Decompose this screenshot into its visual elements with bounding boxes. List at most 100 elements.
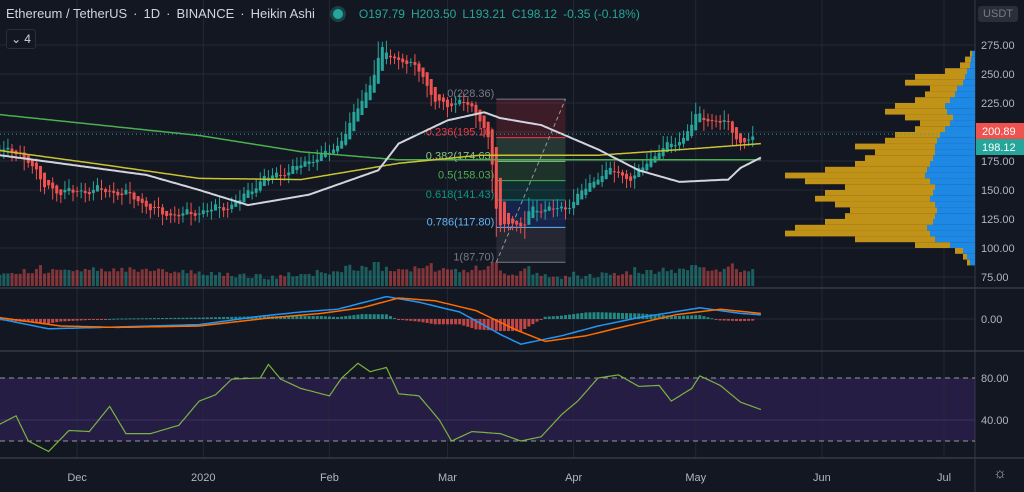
candle-body	[702, 117, 706, 120]
volume-profile-bar-up	[825, 219, 933, 225]
candle-body	[246, 190, 250, 198]
volume-bar	[543, 274, 547, 286]
candle-body	[714, 120, 718, 122]
candle-body	[747, 139, 751, 141]
volume-profile-bar-up	[915, 74, 965, 80]
candle-body	[352, 111, 356, 132]
candle-body	[498, 177, 502, 226]
volume-bar	[169, 273, 173, 286]
candle-body	[482, 115, 486, 129]
candle-body	[734, 127, 738, 140]
macd-histogram-bar	[218, 317, 222, 319]
volume-bar	[649, 269, 653, 286]
time-axis-label: Dec	[67, 472, 87, 484]
volume-bar	[555, 276, 559, 286]
macd-histogram-bar	[380, 314, 384, 319]
volume-bar	[340, 272, 344, 286]
candle-body	[616, 171, 620, 173]
volume-bar	[694, 265, 698, 286]
volume-bar	[372, 262, 376, 286]
volume-bar	[266, 279, 270, 286]
macd-histogram-bar	[482, 319, 486, 330]
macd-histogram-bar	[112, 318, 116, 320]
macd-histogram-bar	[332, 316, 336, 319]
macd-histogram-bar	[205, 317, 209, 319]
macd-histogram-bar	[690, 315, 694, 319]
volume-bar	[393, 271, 397, 286]
volume-bar	[222, 275, 226, 286]
candle-body	[372, 74, 376, 93]
volume-bar	[507, 275, 511, 286]
macd-histogram-bar	[173, 317, 177, 319]
volume-profile-bar-down	[953, 114, 975, 121]
volume-bar	[531, 274, 535, 286]
macd-histogram-bar	[714, 319, 718, 320]
candle-body	[59, 189, 63, 196]
volume-bar	[177, 272, 181, 286]
volume-bar	[665, 271, 669, 286]
macd-histogram-bar	[531, 319, 535, 325]
gear-icon[interactable]: ☼	[993, 465, 1007, 482]
volume-bar	[511, 274, 515, 286]
macd-histogram-bar	[698, 315, 702, 319]
volume-bar	[104, 271, 108, 286]
macd-histogram-bar	[128, 318, 132, 320]
macd-histogram-bar	[559, 315, 563, 319]
macd-histogram-bar	[625, 313, 629, 319]
candle-body	[401, 58, 405, 63]
candle-body	[2, 149, 6, 151]
macd-histogram-bar	[466, 319, 470, 327]
candle-body	[543, 209, 547, 212]
candle-body	[95, 185, 99, 192]
macd-histogram-bar	[165, 317, 169, 319]
macd-histogram-bar	[429, 319, 433, 324]
currency-badge[interactable]: USDT	[978, 6, 1018, 22]
volume-profile-bar-up	[795, 224, 927, 231]
volume-bar	[747, 271, 751, 286]
candle-body	[218, 207, 222, 209]
volume-bar	[677, 268, 681, 286]
candle-body	[148, 203, 152, 211]
volume-bar	[287, 272, 291, 286]
macd-histogram-bar	[686, 315, 690, 319]
candle-body	[486, 121, 490, 138]
macd-histogram-bar	[726, 319, 730, 321]
volume-bar	[315, 269, 319, 286]
macd-histogram-bar	[213, 317, 217, 319]
candle-body	[739, 133, 743, 143]
volume-bar	[230, 276, 234, 286]
volume-bar	[299, 273, 303, 286]
macd-histogram-bar	[340, 316, 344, 319]
volume-bar	[185, 273, 189, 286]
candle-body	[462, 101, 466, 103]
candle-body	[608, 167, 612, 175]
time-axis-label: Apr	[565, 472, 582, 484]
candle-body	[686, 131, 690, 141]
macd-histogram-bar	[295, 315, 299, 319]
candle-body	[209, 209, 213, 212]
symbol-name[interactable]: Ethereum / TetherUS	[6, 6, 128, 21]
macd-histogram-bar	[144, 318, 148, 320]
macd-histogram-bar	[108, 318, 112, 320]
volume-profile-bar-up	[965, 56, 971, 63]
candle-body	[157, 207, 160, 209]
candle-body	[213, 204, 217, 211]
candle-body	[295, 165, 299, 170]
time-axis-label: Feb	[320, 472, 339, 484]
volume-bar	[588, 273, 592, 286]
candle-body	[710, 120, 714, 122]
interval-label[interactable]: 1D	[143, 6, 161, 21]
candle-body	[519, 222, 523, 227]
macd-histogram-bar	[51, 319, 55, 323]
indicators-toggle-button[interactable]: ⌄ 4	[6, 29, 36, 49]
macd-histogram-bar	[730, 319, 734, 321]
macd-histogram-bar	[254, 316, 258, 319]
candle-body	[83, 190, 87, 194]
volume-bar	[26, 273, 30, 286]
candle-body	[319, 152, 323, 161]
volume-bar	[494, 262, 498, 286]
volume-profile-bar-up	[920, 120, 950, 127]
volume-profile-bar-up	[855, 143, 935, 150]
candle-body	[592, 181, 596, 188]
